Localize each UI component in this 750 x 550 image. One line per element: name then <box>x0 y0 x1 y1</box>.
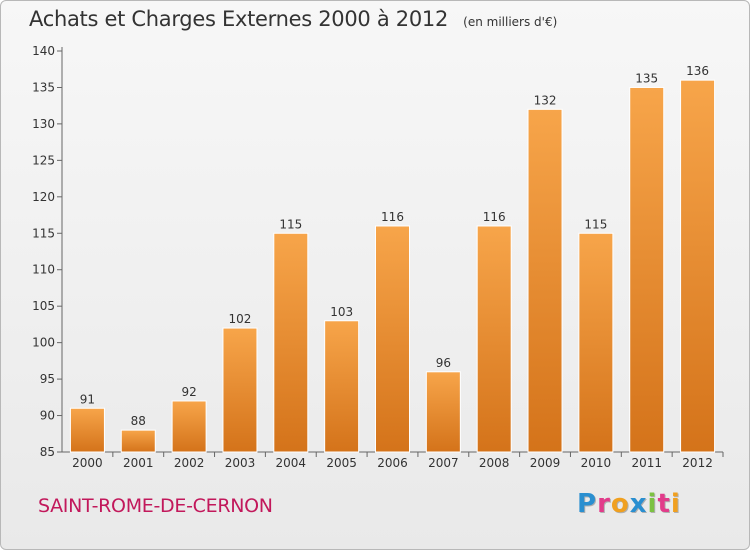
chart-title-unit: (en milliers d'€) <box>463 15 558 29</box>
y-tick-label: 140 <box>32 44 55 58</box>
data-label-2012: 136 <box>686 64 709 78</box>
bar-2004 <box>273 232 309 453</box>
x-tick-label: 2010 <box>581 456 612 470</box>
bar-2011 <box>629 86 665 453</box>
bar-2010 <box>578 232 614 453</box>
data-label-2010: 115 <box>584 217 607 231</box>
x-tick-label: 2005 <box>326 456 357 470</box>
logo-letter: i <box>647 489 658 519</box>
y-tick-label: 95 <box>40 372 55 386</box>
data-label-2007: 96 <box>436 356 451 370</box>
logo-letter: r <box>597 489 611 519</box>
x-axis: 2000 2001 2002 2003 2004 2005 2006 2007 2008 2009… <box>62 451 724 470</box>
proxiti-logo[interactable]: Proxiti <box>577 489 681 519</box>
y-tick-label: 90 <box>40 409 55 423</box>
data-label-2004: 115 <box>279 217 302 231</box>
y-tick-label: 100 <box>32 336 55 350</box>
x-tick-label: 2001 <box>123 456 154 470</box>
data-label-2008: 116 <box>483 210 506 224</box>
bar-2008 <box>476 225 512 453</box>
y-axis: 85 90 95 100 105 110 115 120 125 130 135 140 <box>32 44 63 459</box>
chart-title: Achats et Charges Externes 2000 à 2012 (… <box>29 7 557 31</box>
bar-2009 <box>527 108 563 453</box>
data-label-2005: 103 <box>330 305 353 319</box>
x-tick-label: 2000 <box>72 456 103 470</box>
x-tick-label: 2011 <box>631 456 662 470</box>
data-label-2003: 102 <box>229 312 252 326</box>
logo-letter: x <box>629 489 648 519</box>
chart-title-main: Achats et Charges Externes 2000 à 2012 <box>29 7 449 31</box>
logo-letter: P <box>577 489 598 519</box>
data-label-2006: 116 <box>381 210 404 224</box>
x-tick-label: 2006 <box>377 456 408 470</box>
x-tick-label: 2008 <box>479 456 510 470</box>
x-tick-label: 2012 <box>682 456 713 470</box>
y-tick-label: 125 <box>32 153 55 167</box>
y-tick-label: 135 <box>32 80 55 94</box>
data-label-2001: 88 <box>131 414 146 428</box>
x-tick-label: 2003 <box>225 456 256 470</box>
logo-letter: o <box>610 489 630 519</box>
bar-2002 <box>171 400 207 453</box>
bar-2012 <box>680 79 716 453</box>
bar-2005 <box>324 320 360 453</box>
logo-letter: i <box>670 489 681 519</box>
bar-2006 <box>375 225 410 453</box>
data-label-2009: 132 <box>534 93 557 107</box>
x-tick-label: 2007 <box>428 456 459 470</box>
commune-name: SAINT-ROME-DE-CERNON <box>38 495 273 517</box>
bars: 91 88 92 102 115 103 116 96 116 132 115 135 136 <box>69 64 716 453</box>
x-tick-label: 2004 <box>276 456 307 470</box>
y-tick-label: 120 <box>32 190 55 204</box>
bar-2001 <box>120 429 156 453</box>
y-tick-label: 110 <box>32 263 55 277</box>
bar-2000 <box>69 407 105 453</box>
y-tick-label: 105 <box>32 299 55 313</box>
x-tick-label: 2002 <box>174 456 205 470</box>
logo-letter: t <box>657 489 671 519</box>
x-tick-label: 2009 <box>530 456 561 470</box>
data-label-2002: 92 <box>181 385 196 399</box>
data-label-2000: 91 <box>80 392 95 406</box>
y-tick-label: 130 <box>32 117 55 131</box>
y-tick-label: 115 <box>32 226 55 240</box>
y-tick-label: 85 <box>40 445 55 459</box>
bar-2003 <box>222 327 258 453</box>
bar-2007 <box>425 371 461 453</box>
data-label-2011: 135 <box>635 71 658 85</box>
